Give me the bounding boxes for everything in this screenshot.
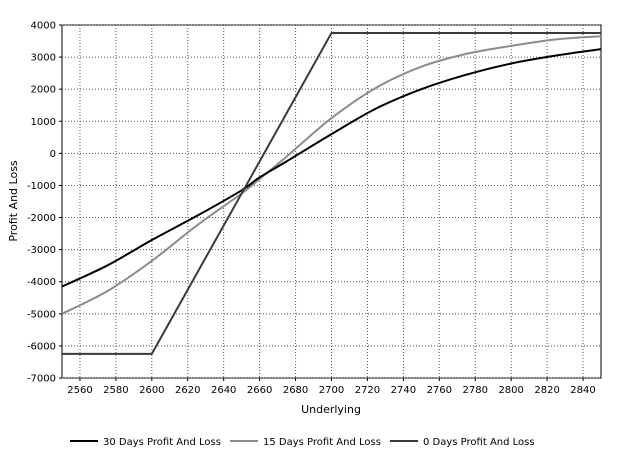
y-tick-label: -6000	[27, 341, 56, 352]
x-tick-label: 2800	[498, 385, 523, 396]
x-tick-label: 2700	[319, 385, 344, 396]
x-tick-label: 2620	[175, 385, 200, 396]
y-tick-label: -4000	[27, 277, 56, 288]
x-tick-label: 2660	[247, 385, 272, 396]
legend-label-3: 0 Days Profit And Loss	[423, 437, 535, 448]
y-tick-label: -3000	[27, 245, 56, 256]
x-tick-label: 2640	[211, 385, 236, 396]
y-tick-label: -5000	[27, 309, 56, 320]
y-tick-label: 3000	[31, 53, 56, 64]
legend-label-1: 30 Days Profit And Loss	[103, 437, 221, 448]
series-line-2	[61, 35, 602, 315]
y-axis-title: Profit And Loss	[7, 160, 20, 242]
legend-label-2: 15 Days Profit And Loss	[263, 437, 381, 448]
x-tick-label: 2740	[391, 385, 416, 396]
x-tick-label: 2840	[570, 385, 595, 396]
x-tick-label: 2560	[67, 385, 92, 396]
y-tick-label: 1000	[31, 117, 56, 128]
y-tick-label: 0	[50, 149, 56, 160]
y-tick-label: 4000	[31, 21, 56, 32]
x-tick-label: 2780	[463, 385, 488, 396]
x-tick-label: 2580	[103, 385, 128, 396]
x-tick-label: 2760	[427, 385, 452, 396]
x-tick-label: 2680	[283, 385, 308, 396]
x-tick-label: 2600	[139, 385, 164, 396]
y-tick-label: -7000	[27, 374, 56, 385]
y-tick-label: -1000	[27, 181, 56, 192]
x-axis-title: Underlying	[301, 403, 361, 416]
series-line-1	[61, 48, 602, 288]
x-tick-label: 2720	[355, 385, 380, 396]
x-tick-label: 2820	[534, 385, 559, 396]
y-tick-label: -2000	[27, 213, 56, 224]
y-tick-label: 2000	[31, 85, 56, 96]
series-line-3	[62, 32, 601, 355]
